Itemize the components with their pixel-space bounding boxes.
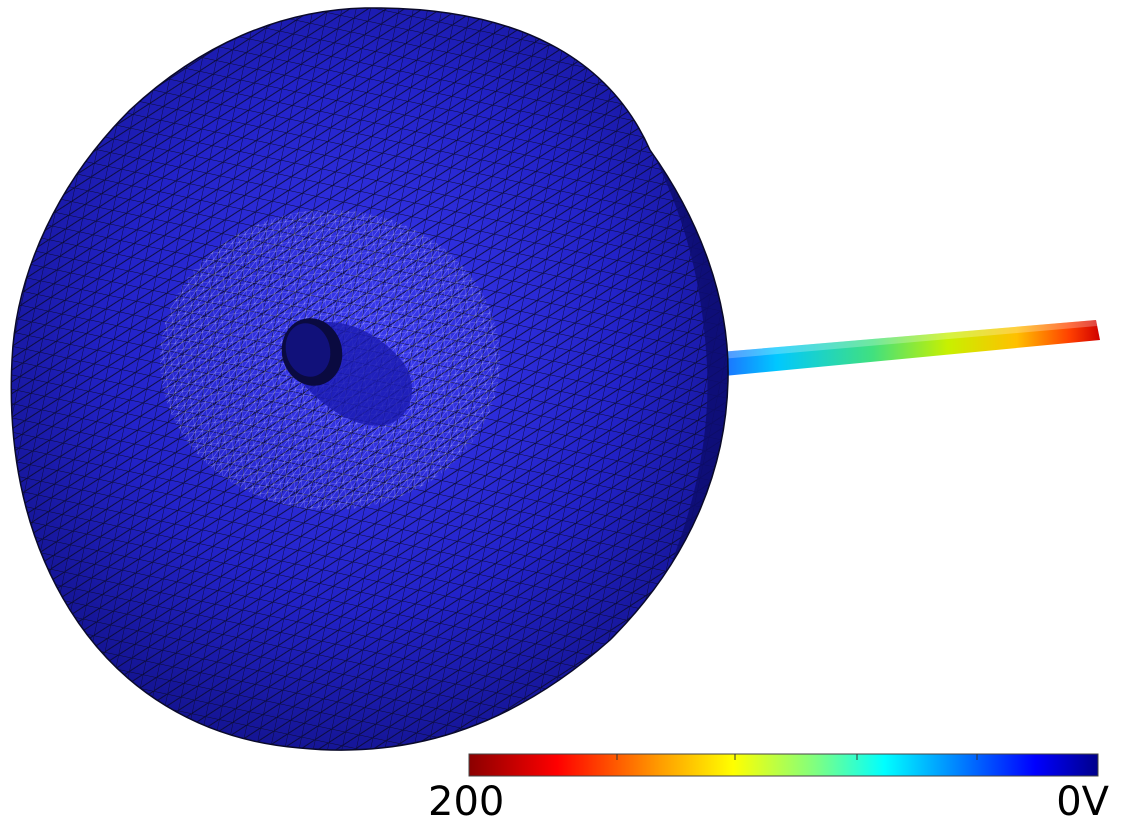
rod bbox=[720, 320, 1100, 376]
colorbar-min-label: 200 bbox=[428, 779, 505, 825]
colorbar bbox=[468, 753, 1099, 777]
inner-cavity bbox=[281, 318, 413, 426]
colorbar-ticks bbox=[616, 754, 978, 760]
colorbar-max-label: 0V bbox=[1056, 779, 1109, 825]
